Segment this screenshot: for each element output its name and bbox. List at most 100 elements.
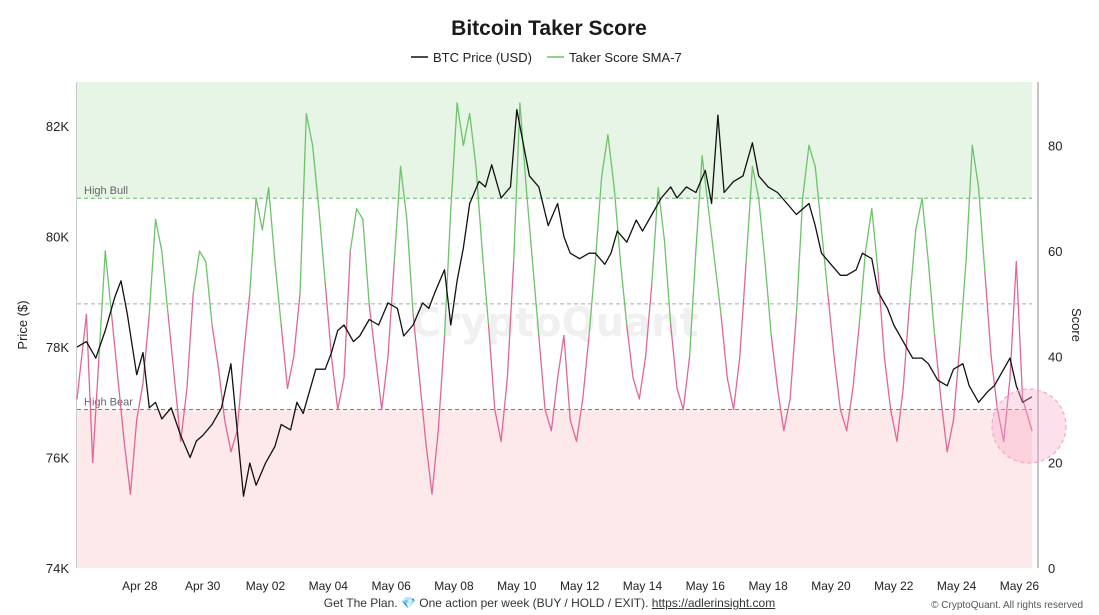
score-segment	[104, 250, 113, 316]
score-segment	[311, 144, 320, 210]
y-tick-left: 80K	[46, 230, 69, 245]
score-segment	[230, 430, 238, 453]
y-tick-right: 40	[1048, 350, 1062, 365]
score-segment	[670, 324, 678, 390]
high-bear-zone	[77, 409, 1032, 568]
score-segment	[896, 387, 904, 442]
legend-score-label[interactable]: Taker Score SMA-7	[569, 50, 682, 65]
score-segment	[469, 113, 477, 168]
y-tick-right: 0	[1048, 561, 1055, 576]
price-series	[76, 108, 1033, 497]
score-segment	[280, 324, 289, 390]
x-tick: May 20	[811, 579, 851, 593]
score-segment	[318, 208, 326, 284]
score-segment	[293, 292, 301, 358]
score-segment	[299, 113, 307, 294]
score-segment	[795, 197, 804, 316]
x-tick: May 02	[246, 579, 286, 593]
x-tick: May 06	[371, 579, 411, 593]
y-tick-right: 80	[1048, 138, 1062, 153]
score-segment	[563, 334, 571, 421]
score-segment	[217, 366, 226, 421]
score-segment	[513, 102, 521, 263]
score-segment	[475, 165, 483, 252]
score-segment	[249, 197, 257, 294]
score-segment	[984, 271, 992, 358]
score-segment	[399, 165, 408, 220]
score-segment	[588, 260, 596, 337]
score-segment	[776, 387, 785, 432]
score-segment	[883, 356, 892, 411]
score-segment	[374, 356, 383, 411]
score-segment	[544, 408, 553, 432]
score-segment	[406, 218, 414, 316]
score-segment	[167, 313, 176, 379]
y-axis-left-label: Price ($)	[15, 300, 30, 349]
score-segment	[638, 356, 647, 400]
score-segment	[462, 113, 471, 147]
score-segment	[349, 208, 358, 252]
score-segment	[387, 260, 395, 358]
score-segment	[355, 208, 364, 220]
score-segment	[186, 292, 194, 390]
y-tick-left: 82K	[46, 119, 69, 134]
score-segment	[846, 387, 854, 432]
score-segment	[569, 419, 578, 442]
score-segment	[707, 208, 716, 263]
score-segment	[267, 187, 276, 263]
score-segment	[864, 208, 873, 252]
score-segment	[148, 218, 157, 316]
score-segment	[481, 250, 490, 326]
score-segment	[977, 187, 986, 273]
footer-link[interactable]: https://adlerinsight.com	[651, 596, 776, 610]
score-segment	[450, 102, 458, 210]
score-segment	[456, 102, 465, 147]
score-segment	[425, 440, 433, 495]
score-segment	[205, 260, 213, 326]
x-tick: May 18	[748, 579, 788, 593]
score-segment	[211, 324, 220, 368]
score-segment	[261, 187, 270, 231]
score-segment	[965, 144, 973, 263]
score-segment	[1021, 398, 1033, 432]
score-segment	[701, 155, 710, 210]
high-bull-label: High Bull	[84, 185, 128, 197]
score-segment	[531, 260, 540, 337]
x-tick: May 04	[309, 579, 349, 593]
score-segment	[525, 187, 534, 263]
score-segment	[921, 197, 929, 263]
score-segment	[940, 398, 948, 453]
score-segment	[142, 313, 150, 384]
score-segment	[802, 144, 810, 199]
score-segment	[613, 187, 622, 263]
score-segment	[915, 197, 923, 231]
x-tick: May 26	[1000, 579, 1040, 593]
score-segment	[971, 144, 980, 189]
score-segment	[274, 260, 282, 326]
x-tick: Apr 30	[185, 579, 221, 593]
score-segment	[381, 356, 389, 411]
score-segment	[575, 398, 584, 442]
score-segment	[368, 303, 377, 358]
score-segment	[720, 313, 728, 379]
score-segment	[198, 250, 207, 263]
score-segment	[98, 250, 106, 358]
score-segment	[1003, 377, 1011, 442]
score-segment	[129, 419, 138, 495]
score-segment	[324, 282, 333, 358]
y-axis-right-label: Score	[1069, 308, 1084, 342]
score-segment	[814, 165, 823, 231]
score-segment	[827, 292, 835, 358]
x-tick: May 08	[434, 579, 474, 593]
y-tick-left: 76K	[46, 451, 69, 466]
score-segment	[820, 229, 829, 294]
score-segment	[362, 218, 370, 305]
score-segment	[996, 408, 1005, 442]
score-segment	[117, 377, 125, 442]
score-segment	[946, 419, 955, 453]
chart-title: Bitcoin Taker Score	[451, 17, 647, 40]
score-segment	[487, 324, 496, 411]
score-segment	[732, 356, 741, 411]
legend-price-label[interactable]: BTC Price (USD)	[433, 50, 532, 65]
score-segment	[500, 377, 509, 442]
